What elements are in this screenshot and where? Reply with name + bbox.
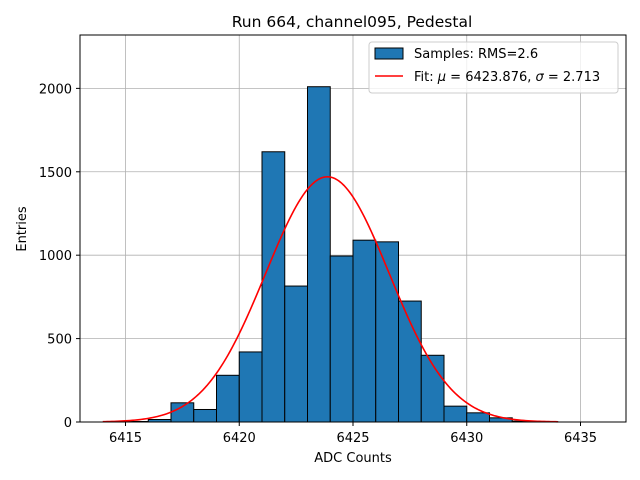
- legend-box: [368, 41, 619, 94]
- fit-curve-group: [102, 175, 558, 423]
- x-axis-label: ADC Counts: [314, 451, 392, 466]
- legend-fit-label: Fit: μ = 6423.876, σ = 2.713: [414, 70, 600, 85]
- histogram-bar: [443, 405, 468, 423]
- x-tick-label: 6435: [564, 431, 597, 446]
- histogram-bar: [193, 408, 217, 423]
- legend-histogram-label: Samples: RMS=2.6: [414, 47, 538, 62]
- legend-fit-mu-symbol: μ: [437, 70, 446, 85]
- chart-title: Run 664, channel095, Pedestal: [232, 13, 473, 31]
- y-tick-label: 2000: [39, 82, 72, 97]
- histogram-bars: [125, 86, 559, 423]
- legend: Samples: RMS=2.6 Fit: μ = 6423.876, σ = …: [368, 41, 619, 94]
- y-tick-label: 1000: [39, 249, 72, 264]
- histogram-bar: [329, 255, 354, 423]
- legend-fit-prefix: Fit:: [414, 70, 438, 85]
- histogram-bar: [261, 151, 286, 423]
- histogram-bar: [216, 374, 240, 423]
- histogram-bar: [284, 285, 308, 423]
- legend-fit-mu-value: = 6423.876,: [446, 70, 535, 85]
- histogram-bar: [352, 239, 377, 423]
- y-axis-ticks: 0 500 1000 1500 2000: [39, 82, 80, 431]
- histogram-bar: [238, 351, 263, 423]
- legend-fit-sigma-value: = 2.713: [544, 70, 600, 85]
- x-tick-label: 6415: [109, 431, 142, 446]
- legend-fit-sigma-symbol: σ: [536, 70, 545, 85]
- x-tick-label: 6420: [223, 431, 256, 446]
- x-tick-label: 6430: [450, 431, 483, 446]
- histogram-bar: [466, 412, 490, 423]
- y-tick-label: 500: [47, 333, 72, 348]
- legend-histogram-swatch: [374, 47, 404, 60]
- histogram-bar: [307, 86, 331, 423]
- histogram-bar: [398, 300, 422, 423]
- x-tick-label: 6425: [336, 431, 369, 446]
- fit-curve: [102, 175, 558, 423]
- x-axis-ticks: 6415 6420 6425 6430 6435: [109, 422, 597, 446]
- y-tick-label: 0: [64, 416, 72, 431]
- y-tick-label: 1500: [39, 166, 72, 181]
- y-axis-label: Entries: [15, 206, 30, 252]
